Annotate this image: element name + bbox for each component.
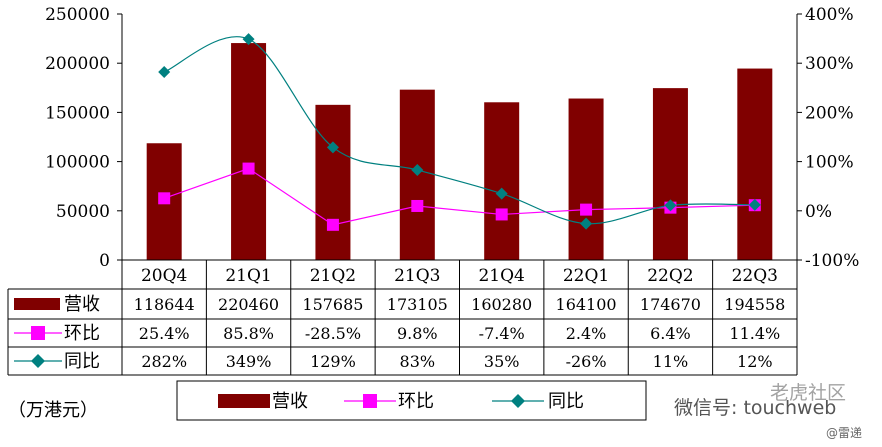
tongbi-point-22Q1 bbox=[580, 217, 593, 230]
table-cell: 160280 bbox=[471, 295, 532, 314]
watermark-brand: 老虎社区 bbox=[770, 382, 846, 404]
bar-22Q3 bbox=[737, 68, 773, 260]
bar-21Q4 bbox=[484, 102, 520, 260]
table-cell: -7.4% bbox=[479, 324, 525, 343]
table-cell: 11.4% bbox=[729, 324, 780, 343]
right-tick-label: 200% bbox=[805, 103, 854, 123]
legend: 营收 环比 同比 bbox=[176, 380, 647, 421]
bar-series-revenue bbox=[146, 43, 773, 261]
left-tick-label: 200000 bbox=[45, 54, 110, 74]
table-cell: 157685 bbox=[302, 295, 363, 314]
table-cell: 11% bbox=[653, 352, 689, 371]
tongbi-point-22Q3 bbox=[748, 198, 761, 211]
legend-label-huanbi: 环比 bbox=[398, 391, 434, 412]
unit-label: （万港元） bbox=[8, 400, 98, 421]
table-key-huanbi-marker bbox=[31, 326, 45, 340]
category-label-20Q4: 20Q4 bbox=[141, 266, 187, 286]
tongbi-point-21Q1 bbox=[242, 33, 255, 46]
legend-key-huanbi-marker bbox=[363, 394, 377, 408]
table-key-revenue bbox=[14, 298, 60, 310]
table-cell: 85.8% bbox=[223, 324, 274, 343]
category-label-22Q3: 22Q3 bbox=[732, 266, 778, 286]
right-tick-label: 0% bbox=[805, 202, 832, 222]
tongbi-point-22Q2 bbox=[664, 199, 677, 212]
table-cell: 25.4% bbox=[139, 324, 190, 343]
table-cell: 6.4% bbox=[650, 324, 691, 343]
left-tick-label: 50000 bbox=[56, 202, 110, 222]
category-label-21Q4: 21Q4 bbox=[478, 266, 524, 286]
table-cell: 118644 bbox=[134, 295, 195, 314]
table-cell: -26% bbox=[566, 352, 607, 371]
huanbi-point-22Q1 bbox=[580, 203, 593, 216]
right-tick-label: 100% bbox=[805, 153, 854, 173]
table-key-tongbi-marker bbox=[31, 354, 45, 368]
right-tick-label: 300% bbox=[805, 54, 854, 74]
table-cell: 2.4% bbox=[566, 324, 607, 343]
table-series-name: 营收 bbox=[64, 294, 100, 315]
huanbi-point-20Q4 bbox=[158, 192, 171, 205]
huanbi-point-21Q3 bbox=[411, 199, 424, 212]
bar-22Q1 bbox=[568, 98, 604, 260]
left-tick-label: 150000 bbox=[45, 103, 110, 123]
tongbi-point-21Q2 bbox=[326, 141, 339, 154]
watermark: 微信号: touchweb 老虎社区 @雷递 bbox=[674, 382, 862, 440]
bar-21Q1 bbox=[231, 43, 267, 261]
data-table: 20Q4 21Q1 21Q2 21Q3 21Q4 22Q1 22Q2 22Q3 营收 118644… bbox=[7, 259, 798, 376]
table-cell: 35% bbox=[484, 352, 520, 371]
category-label-22Q1: 22Q1 bbox=[563, 266, 609, 286]
tongbi-line bbox=[163, 36, 755, 225]
table-cell: -28.5% bbox=[305, 324, 361, 343]
tongbi-point-20Q4 bbox=[158, 66, 171, 79]
watermark-wechat-id: 微信号: touchweb bbox=[674, 397, 836, 419]
category-label-21Q1: 21Q1 bbox=[225, 266, 271, 286]
legend-label-revenue: 营收 bbox=[272, 391, 308, 412]
axes: 250000 200000 150000 100000 50000 0 400% 300% 20… bbox=[45, 5, 859, 271]
category-label-21Q2: 21Q2 bbox=[310, 266, 356, 286]
legend-label-tongbi: 同比 bbox=[548, 391, 584, 412]
left-tick-label: 250000 bbox=[45, 5, 110, 25]
category-label-21Q3: 21Q3 bbox=[394, 266, 440, 286]
legend-key-tongbi-marker bbox=[511, 394, 525, 408]
right-tick-label: 400% bbox=[805, 5, 854, 25]
right-tick-label: -100% bbox=[805, 251, 859, 271]
table-cell: 282% bbox=[141, 352, 187, 371]
bar-21Q2 bbox=[315, 104, 351, 261]
table-cell: 83% bbox=[400, 352, 436, 371]
table-cell: 220460 bbox=[218, 295, 279, 314]
table-cell: 174670 bbox=[640, 295, 701, 314]
legend-key-revenue bbox=[218, 394, 270, 408]
huanbi-point-21Q2 bbox=[326, 218, 339, 231]
table-cell: 9.8% bbox=[397, 324, 438, 343]
table-cell: 129% bbox=[310, 352, 356, 371]
bar-22Q2 bbox=[652, 88, 688, 260]
table-cell: 349% bbox=[226, 352, 272, 371]
table-series-name: 同比 bbox=[64, 351, 100, 372]
huanbi-point-21Q1 bbox=[242, 162, 255, 175]
huanbi-point-21Q4 bbox=[495, 208, 508, 221]
table-cell: 194558 bbox=[724, 295, 785, 314]
category-label-22Q2: 22Q2 bbox=[647, 266, 693, 286]
tongbi-point-21Q3 bbox=[411, 163, 424, 176]
table-cell: 12% bbox=[737, 352, 773, 371]
tongbi-point-21Q4 bbox=[495, 187, 508, 200]
left-tick-label: 0 bbox=[99, 251, 110, 271]
table-cell: 173105 bbox=[387, 295, 448, 314]
table-cell: 164100 bbox=[556, 295, 617, 314]
left-tick-label: 100000 bbox=[45, 153, 110, 173]
watermark-small: @雷递 bbox=[826, 426, 862, 440]
table-series-name: 环比 bbox=[64, 323, 100, 344]
line-series bbox=[158, 33, 761, 231]
